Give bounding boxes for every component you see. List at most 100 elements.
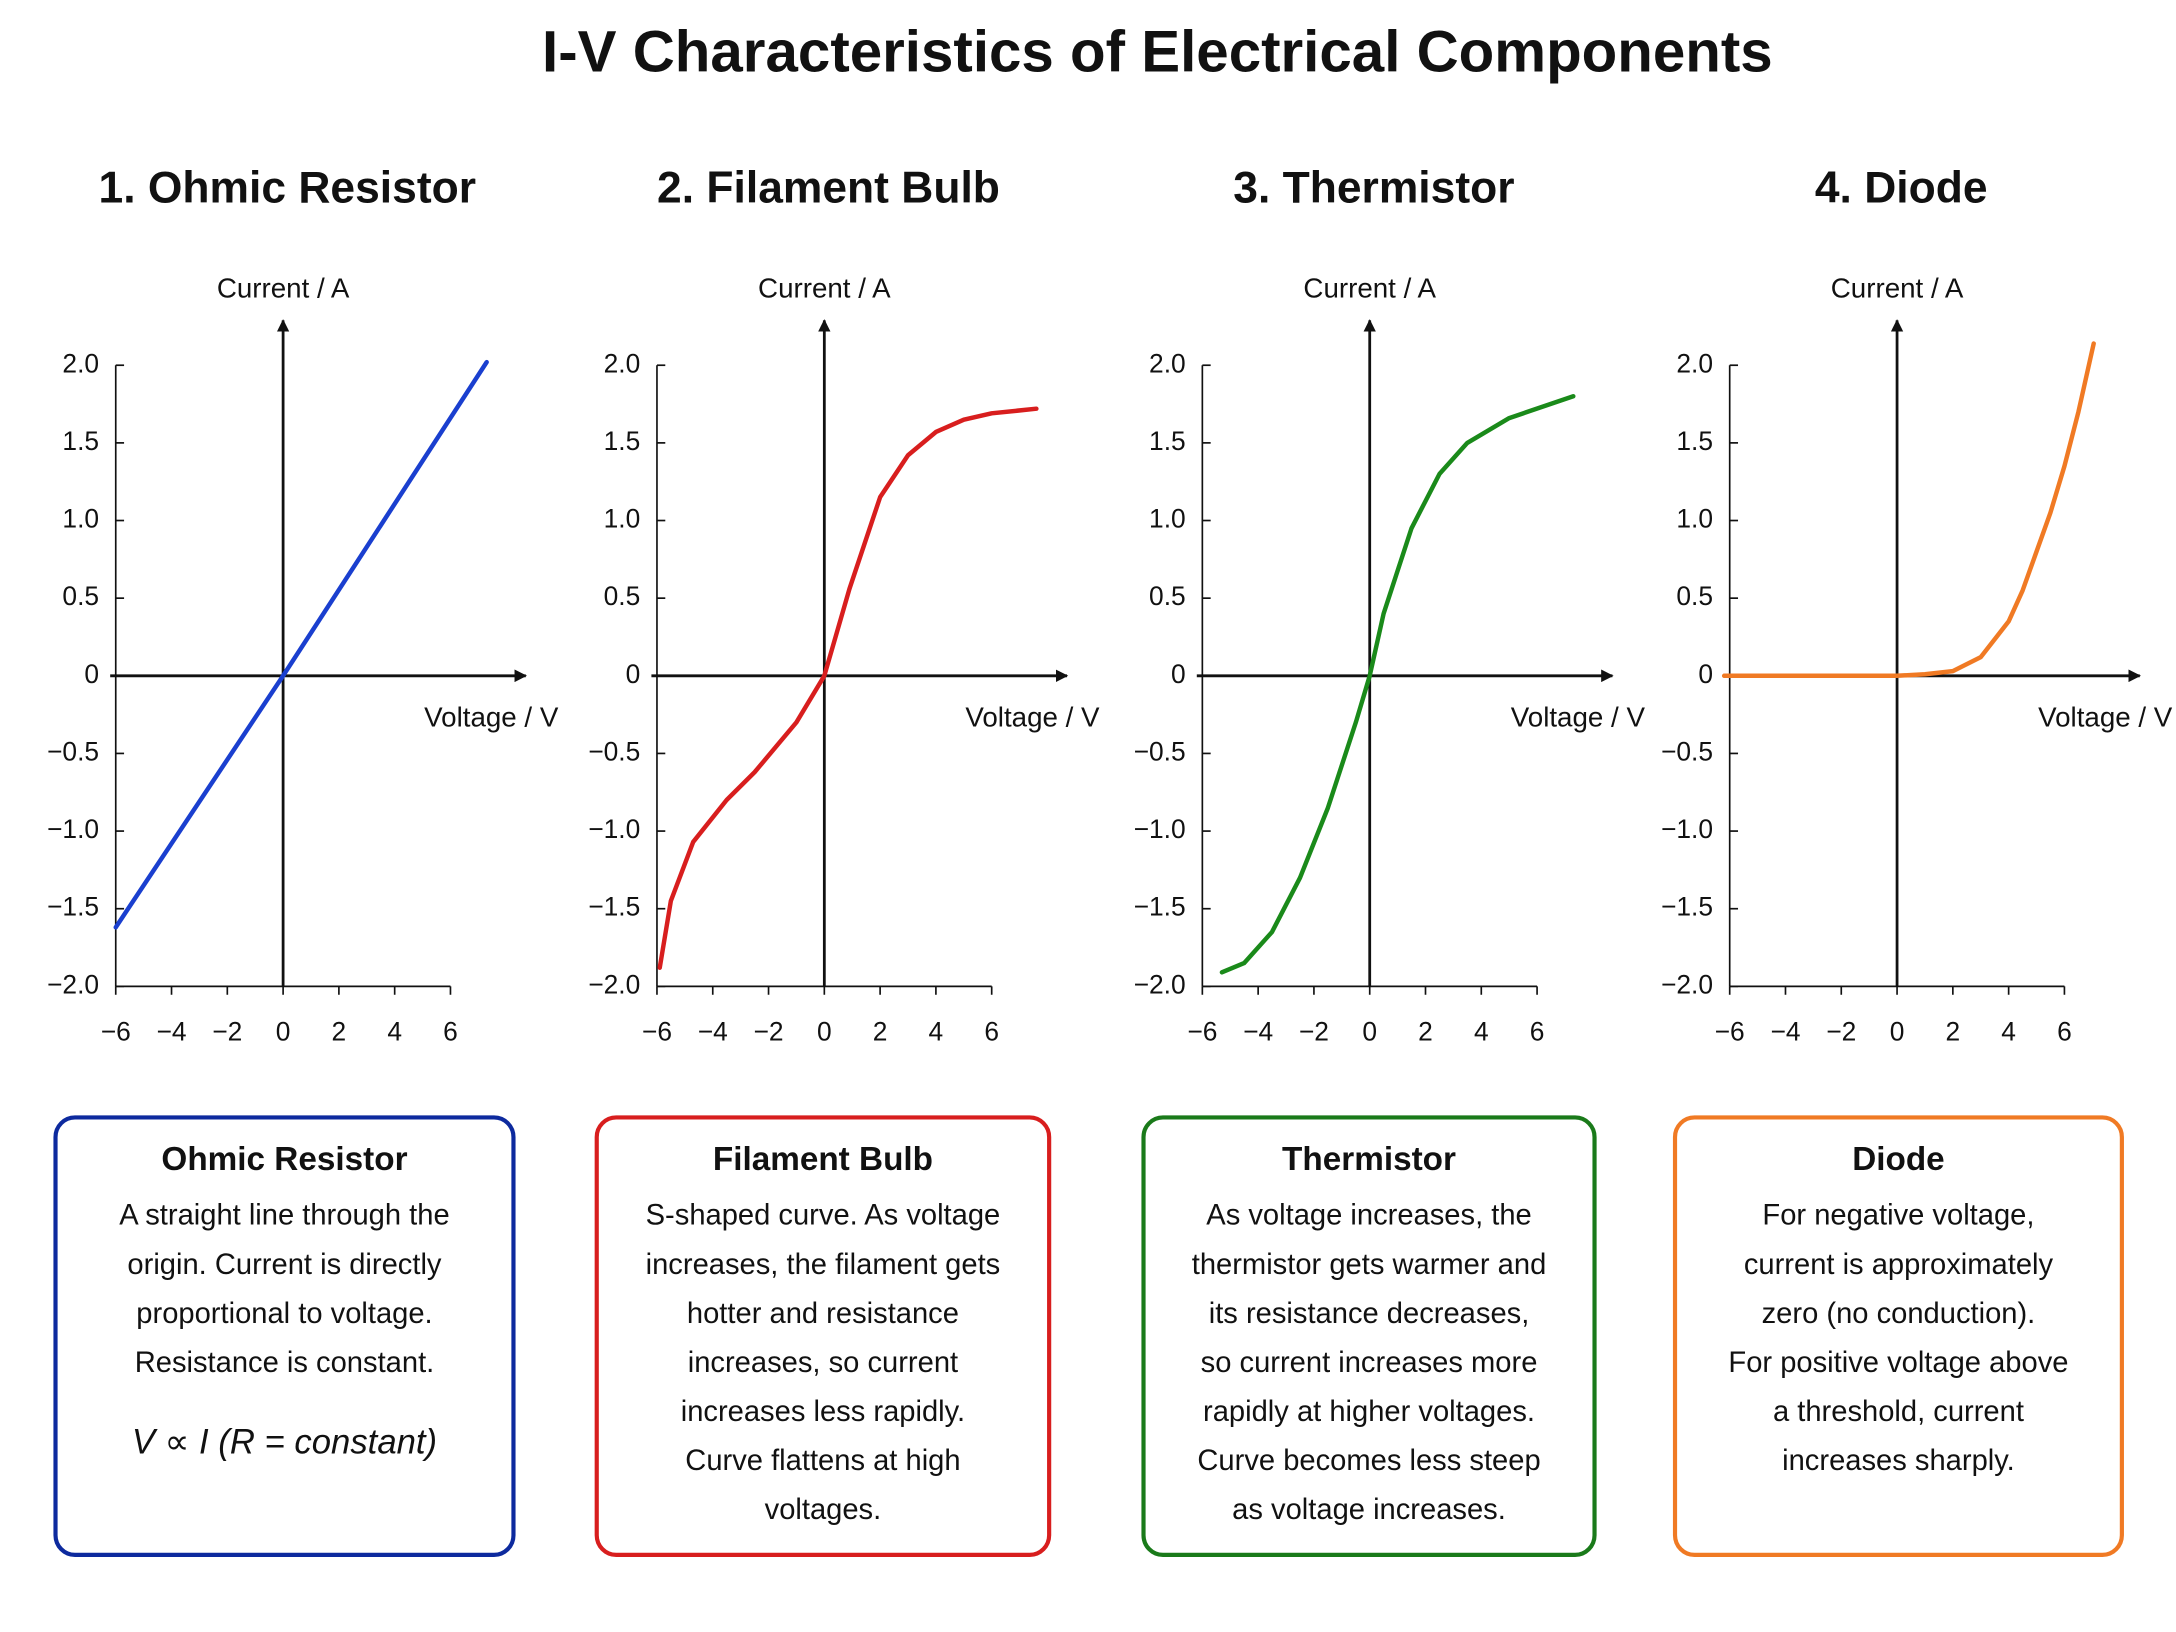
x-tick-label: 4 [2001, 1016, 2016, 1046]
card-frame [1672, 1115, 2124, 1557]
card-text: its resistance decreases, [1209, 1297, 1530, 1330]
x-tick-label: 6 [2057, 1016, 2072, 1046]
x-tick-label: −4 [698, 1016, 728, 1046]
x-tick-label: 6 [1530, 1016, 1545, 1046]
chart-title: 4. Diode [1815, 163, 1988, 212]
y-tick-label: 2.0 [604, 348, 641, 378]
x-tick-label: −6 [642, 1016, 672, 1046]
iv-curve [657, 406, 1039, 970]
card-text: increases sharply. [1782, 1444, 2015, 1477]
x-tick-label: −4 [156, 1016, 186, 1046]
x-tick-label: 0 [276, 1016, 291, 1046]
card-text: a threshold, current [1773, 1395, 2024, 1428]
x-tick-label: −2 [1826, 1016, 1856, 1046]
y-tick-label: −1.0 [47, 814, 99, 844]
y-tick-label: −1.0 [1661, 814, 1713, 844]
y-tick-label: 1.5 [1149, 426, 1186, 456]
y-tick-label: 1.0 [62, 503, 99, 533]
y-tick-label: −0.5 [47, 736, 99, 766]
y-tick-label: 0.5 [1149, 581, 1186, 611]
x-tick-label: 6 [443, 1016, 458, 1046]
x-tick-label: 4 [1474, 1016, 1489, 1046]
x-axis-label: Voltage / V [2038, 702, 2173, 733]
card-text: For positive voltage above [1728, 1346, 2068, 1379]
x-axis-label: Voltage / V [424, 702, 559, 733]
x-tick-label: 0 [1362, 1016, 1377, 1046]
card-text: voltages. [765, 1493, 882, 1526]
y-tick-label: 1.0 [1149, 503, 1186, 533]
card-text: increases, so current [688, 1346, 958, 1379]
y-tick-label: 0.5 [604, 581, 641, 611]
card-text: For negative voltage, [1762, 1199, 2034, 1232]
card-frame [594, 1115, 1052, 1557]
x-tick-label: 2 [873, 1016, 888, 1046]
y-tick-label: 1.5 [604, 426, 641, 456]
y-tick-label: 0 [1698, 659, 1713, 689]
y-tick-label: 0.5 [1676, 581, 1713, 611]
y-tick-label: −0.5 [1661, 736, 1713, 766]
x-tick-label: 0 [1890, 1016, 1905, 1046]
card-title: Filament Bulb [713, 1141, 933, 1178]
card-title: Diode [1852, 1141, 1945, 1178]
y-tick-label: −1.0 [1134, 814, 1186, 844]
x-tick-label: 2 [1946, 1016, 1961, 1046]
y-tick-label: 1.5 [1676, 426, 1713, 456]
y-tick-label: 0.5 [62, 581, 99, 611]
main-title: I-V Characteristics of Electrical Compon… [542, 19, 1773, 84]
x-tick-label: 4 [929, 1016, 944, 1046]
y-tick-label: −1.5 [588, 892, 640, 922]
x-tick-label: −2 [212, 1016, 242, 1046]
y-tick-label: −0.5 [588, 736, 640, 766]
card-text: origin. Current is directly [127, 1248, 441, 1281]
x-tick-label: −6 [1187, 1016, 1217, 1046]
y-tick-label: 2.0 [62, 348, 99, 378]
y-tick-label: −2.0 [588, 969, 640, 999]
card-frame [53, 1115, 516, 1557]
x-tick-label: 0 [817, 1016, 832, 1046]
card-text: proportional to voltage. [136, 1297, 432, 1330]
card-text: As voltage increases, the [1206, 1199, 1531, 1232]
card-frame [1141, 1115, 1597, 1557]
x-tick-label: 2 [332, 1016, 347, 1046]
x-tick-label: 4 [387, 1016, 402, 1046]
y-tick-label: 2.0 [1676, 348, 1713, 378]
card-title: Thermistor [1282, 1141, 1456, 1178]
card-text: A straight line through the [119, 1199, 449, 1232]
card-title: Ohmic Resistor [161, 1141, 407, 1178]
x-tick-label: 2 [1418, 1016, 1433, 1046]
y-tick-label: 0 [1171, 659, 1186, 689]
y-tick-label: 1.0 [1676, 503, 1713, 533]
y-tick-label: −2.0 [1661, 969, 1713, 999]
y-tick-label: −1.5 [1134, 892, 1186, 922]
chart-title: 3. Thermistor [1233, 163, 1514, 212]
card-text: S-shaped curve. As voltage [646, 1199, 1001, 1232]
x-tick-label: −2 [754, 1016, 784, 1046]
card-text: zero (no conduction). [1762, 1297, 2036, 1330]
card-text: current is approximately [1744, 1248, 2054, 1281]
x-tick-label: −6 [1715, 1016, 1745, 1046]
y-axis-label: Current / A [758, 273, 891, 304]
iv-curve [1219, 393, 1576, 975]
x-tick-label: −4 [1770, 1016, 1800, 1046]
card-text: Curve becomes less steep [1197, 1444, 1540, 1477]
card-text: as voltage increases. [1232, 1493, 1506, 1526]
y-tick-label: −2.0 [1134, 969, 1186, 999]
y-tick-label: −2.0 [47, 969, 99, 999]
y-tick-label: 0 [626, 659, 641, 689]
y-axis-label: Current / A [217, 273, 350, 304]
y-tick-label: 1.5 [62, 426, 99, 456]
card-text: so current increases more [1201, 1346, 1538, 1379]
card-text: thermistor gets warmer and [1192, 1248, 1547, 1281]
y-axis-label: Current / A [1303, 273, 1436, 304]
x-tick-label: −2 [1299, 1016, 1329, 1046]
card-text: hotter and resistance [687, 1297, 959, 1330]
iv-curve [113, 359, 489, 930]
y-tick-label: −1.5 [47, 892, 99, 922]
y-tick-label: −1.0 [588, 814, 640, 844]
chart-title: 2. Filament Bulb [657, 163, 1000, 212]
card-text: increases less rapidly. [681, 1395, 965, 1428]
y-tick-label: −0.5 [1134, 736, 1186, 766]
card-text: increases, the filament gets [646, 1248, 1001, 1281]
